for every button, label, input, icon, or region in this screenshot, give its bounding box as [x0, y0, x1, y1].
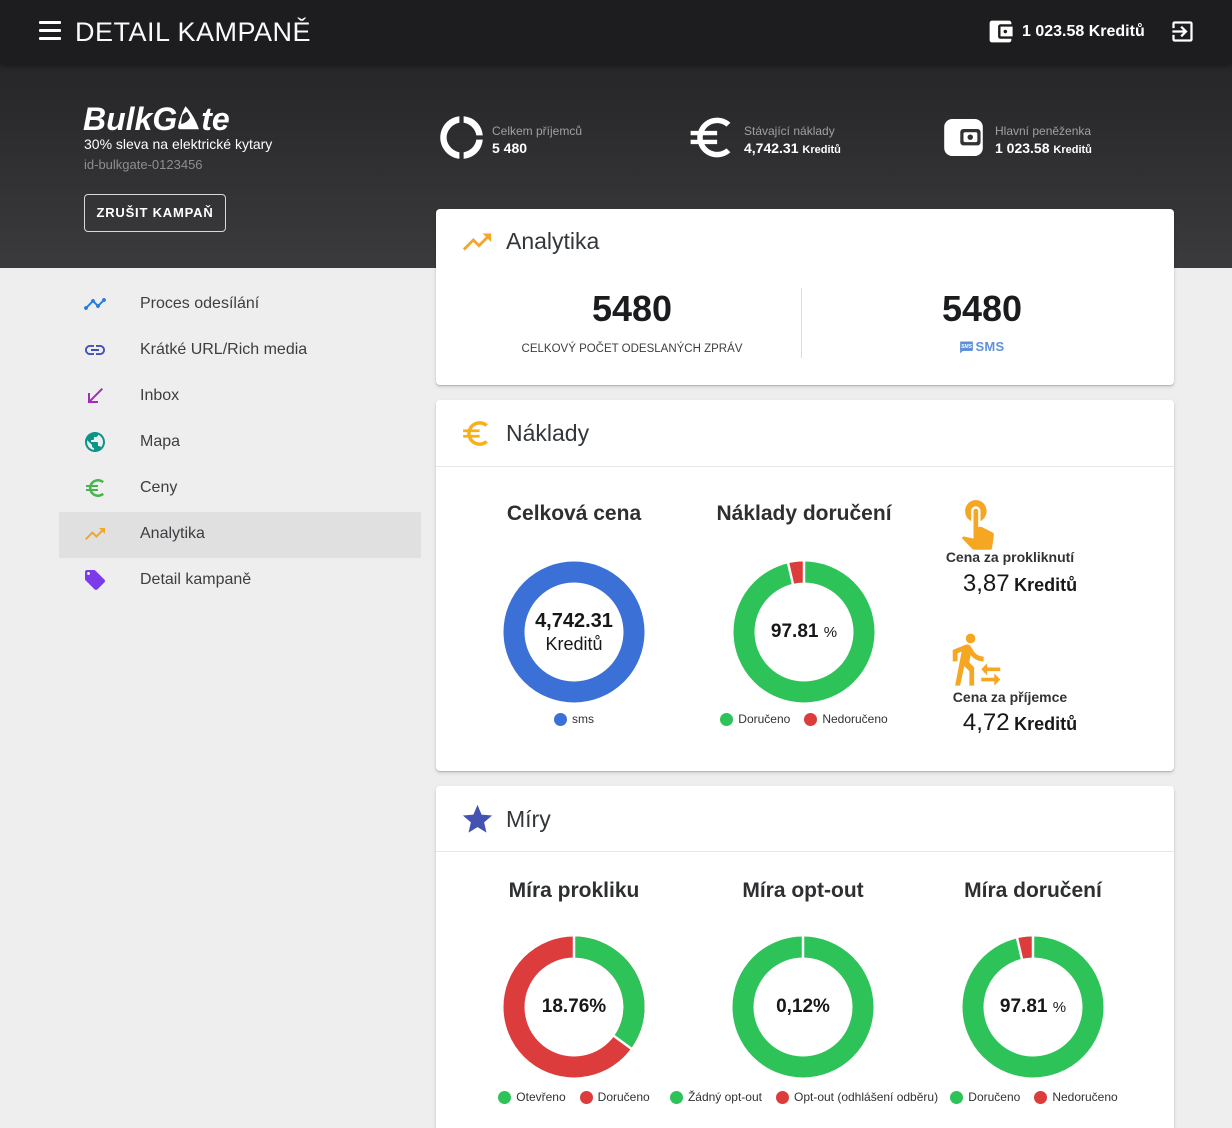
svg-text:SMS: SMS: [962, 344, 974, 350]
